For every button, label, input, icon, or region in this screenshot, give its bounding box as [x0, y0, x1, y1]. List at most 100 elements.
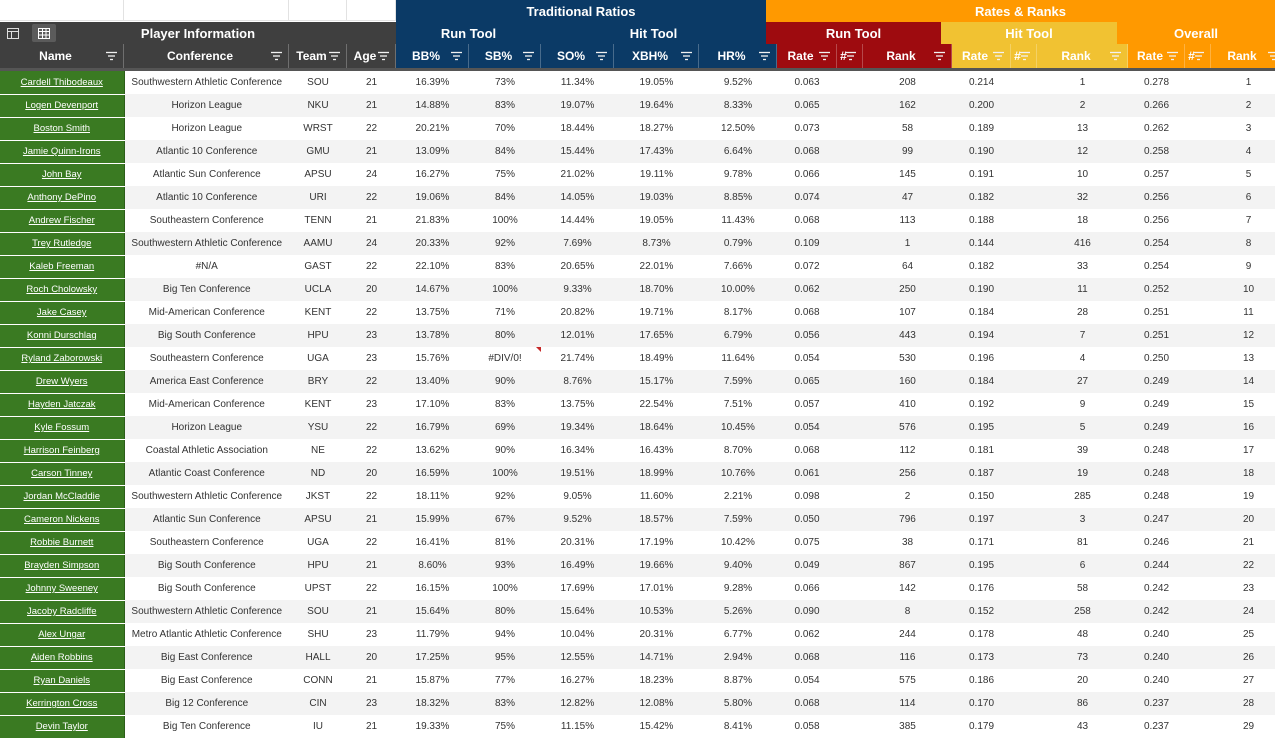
cell-overall-rank[interactable]: 8	[1211, 232, 1275, 255]
cell-hr-pct[interactable]: 8.33%	[699, 94, 777, 117]
cell-sb-pct[interactable]: 84%	[469, 186, 541, 209]
cell-xbh-pct[interactable]: 11.60%	[639, 491, 674, 502]
cell-name[interactable]: Boston Smith	[0, 117, 125, 141]
cell-so-pct[interactable]: 15.44%	[541, 140, 614, 163]
cell-run-rate[interactable]: 0.054	[794, 353, 820, 364]
cell-run-rank[interactable]: 256	[863, 462, 952, 485]
cell-bb-pct[interactable]: 14.67%	[396, 278, 469, 301]
cell-conference[interactable]: Horizon League	[124, 416, 289, 439]
cell-run-rank[interactable]: 8	[863, 600, 952, 623]
cell-hit-rate[interactable]: 0.192	[968, 399, 995, 410]
cell-so-pct[interactable]: 14.05%	[541, 186, 614, 209]
cell-conference[interactable]: Big South Conference	[157, 583, 256, 594]
cell-run-rate[interactable]: 0.073	[794, 123, 820, 134]
cell-hit-rate[interactable]: 0.197	[952, 508, 1011, 531]
cell-team[interactable]: JKST	[305, 491, 331, 502]
cell-team[interactable]: UCLA	[289, 278, 347, 301]
cell-bb-pct[interactable]: 20.33%	[396, 232, 469, 255]
cell-so-pct[interactable]: 9.05%	[563, 491, 592, 502]
cell-name[interactable]: Kyle Fossum	[0, 416, 125, 440]
cell-overall-rate[interactable]: 0.249	[1128, 416, 1185, 439]
cell-hit-rank[interactable]: 13	[1076, 123, 1089, 134]
cell-conference[interactable]: Horizon League	[124, 94, 289, 117]
cell-hit-rank[interactable]: 81	[1076, 537, 1089, 548]
col-header-age[interactable]: Age	[347, 44, 396, 68]
cell-name[interactable]: Roch Cholowsky	[0, 278, 125, 302]
cell-overall-hash[interactable]	[1185, 485, 1211, 508]
cell-sb-pct[interactable]: 90%	[469, 370, 541, 393]
cell-sb-pct[interactable]: 100%	[469, 462, 541, 485]
filter-icon[interactable]	[845, 51, 856, 61]
cell-team[interactable]: CIN	[289, 692, 347, 715]
cell-bb-pct[interactable]: 16.41%	[415, 537, 450, 548]
cell-run-rate[interactable]: 0.063	[794, 77, 820, 88]
cell-team[interactable]: HPU	[289, 324, 347, 347]
filter-icon[interactable]	[759, 51, 770, 61]
cell-run-hash[interactable]	[837, 623, 863, 646]
cell-age[interactable]: 22	[347, 370, 396, 393]
cell-run-rank[interactable]: 99	[863, 140, 952, 163]
cell-overall-rank[interactable]: 25	[1242, 629, 1255, 640]
cell-hit-hash[interactable]	[1011, 577, 1037, 600]
cell-name[interactable]: Andrew Fischer	[0, 209, 125, 233]
cell-run-rate[interactable]: 0.068	[794, 307, 820, 318]
cell-age[interactable]: 22	[365, 445, 378, 456]
cell-hit-rank[interactable]: 18	[1076, 215, 1089, 226]
cell-sb-pct[interactable]: 77%	[494, 675, 515, 686]
cell-overall-rank[interactable]: 18	[1211, 462, 1275, 485]
cell-run-hash[interactable]	[837, 577, 863, 600]
cell-conference[interactable]: Big East Conference	[160, 675, 253, 686]
cell-hit-hash[interactable]	[1011, 163, 1037, 186]
cell-overall-rank[interactable]: 17	[1242, 445, 1255, 456]
cell-hit-rank[interactable]: 27	[1037, 370, 1128, 393]
cell-xbh-pct[interactable]: 17.65%	[614, 324, 699, 347]
cell-conference[interactable]: Atlantic 10 Conference	[124, 140, 289, 163]
cell-age[interactable]: 21	[365, 721, 378, 732]
cell-hit-hash[interactable]	[1011, 370, 1037, 393]
cell-run-rank[interactable]: 112	[899, 445, 916, 456]
cell-bb-pct[interactable]: 13.78%	[396, 324, 469, 347]
cell-hit-rank[interactable]: 20	[1076, 675, 1089, 686]
cell-hr-pct[interactable]: 2.94%	[699, 646, 777, 669]
cell-age[interactable]: 24	[347, 232, 396, 255]
cell-overall-hash[interactable]	[1185, 140, 1211, 163]
cell-hit-rate[interactable]: 0.184	[968, 307, 995, 318]
cell-hit-rate[interactable]: 0.194	[952, 324, 1011, 347]
cell-name[interactable]: Trey Rutledge	[0, 232, 125, 256]
cell-hit-rate[interactable]: 0.190	[952, 140, 1011, 163]
cell-so-pct[interactable]: 15.64%	[541, 600, 614, 623]
cell-so-pct[interactable]: 19.51%	[541, 462, 614, 485]
cell-run-rank[interactable]: 162	[863, 94, 952, 117]
cell-hit-rank[interactable]: 9	[1079, 399, 1086, 410]
cell-team[interactable]: HALL	[289, 646, 347, 669]
cell-run-rank[interactable]: 796	[863, 508, 952, 531]
cell-hit-rank[interactable]: 86	[1037, 692, 1128, 715]
cell-hr-pct[interactable]: 7.66%	[723, 261, 753, 272]
cell-run-rate[interactable]: 0.068	[777, 140, 837, 163]
cell-overall-rate[interactable]: 0.254	[1143, 261, 1170, 272]
cell-so-pct[interactable]: 21.02%	[560, 169, 595, 180]
cell-team[interactable]: NE	[311, 445, 325, 456]
cell-hit-hash[interactable]	[1011, 255, 1037, 278]
cell-age[interactable]: 23	[365, 399, 378, 410]
cell-age[interactable]: 22	[365, 537, 378, 548]
cell-age[interactable]: 23	[365, 629, 378, 640]
cell-run-hash[interactable]	[837, 439, 863, 462]
cell-run-rate[interactable]: 0.058	[794, 721, 820, 732]
cell-bb-pct[interactable]: 14.88%	[396, 94, 469, 117]
cell-hit-hash[interactable]	[1011, 324, 1037, 347]
cell-overall-rate[interactable]: 0.254	[1128, 232, 1185, 255]
cell-hit-rank[interactable]: 11	[1037, 278, 1128, 301]
cell-sb-pct[interactable]: 83%	[469, 692, 541, 715]
cell-overall-rank[interactable]: 9	[1245, 261, 1252, 272]
cell-so-pct[interactable]: 20.31%	[560, 537, 595, 548]
cell-name[interactable]: Kerrington Cross	[0, 692, 125, 716]
cell-team[interactable]: BRY	[289, 370, 347, 393]
cell-sb-pct[interactable]: 93%	[469, 554, 541, 577]
cell-hit-hash[interactable]	[1011, 600, 1037, 623]
cell-overall-hash[interactable]	[1185, 669, 1211, 692]
filter-icon[interactable]	[993, 51, 1004, 61]
col-header-name[interactable]: Name	[0, 44, 124, 68]
cell-overall-rank[interactable]: 22	[1211, 554, 1275, 577]
cell-bb-pct[interactable]: 22.10%	[415, 261, 450, 272]
